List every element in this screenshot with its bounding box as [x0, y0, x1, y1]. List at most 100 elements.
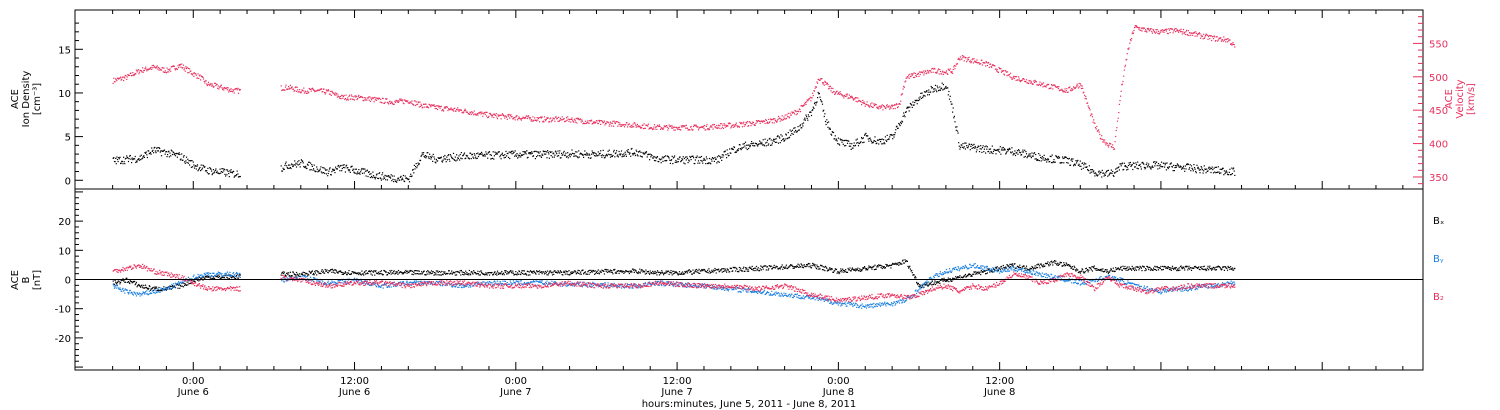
velocity-point: [438, 106, 440, 108]
density-point: [229, 170, 231, 172]
density-point: [573, 153, 576, 155]
velocity-point: [417, 101, 419, 103]
velocity-point: [506, 116, 508, 118]
density-point: [802, 122, 805, 124]
velocity-point: [668, 124, 670, 126]
density-point: [881, 143, 883, 145]
b-bx-point: [537, 270, 539, 273]
b-bx-point: [656, 270, 659, 272]
density-point: [418, 163, 420, 165]
density-point: [766, 141, 768, 143]
density-point: [741, 147, 744, 149]
velocity-point: [458, 110, 460, 112]
b-bx-point: [958, 276, 960, 278]
velocity-point: [1074, 87, 1076, 89]
velocity-point: [834, 93, 836, 95]
density-point: [556, 155, 558, 157]
density-point: [791, 129, 794, 131]
b-bx-point: [134, 280, 136, 282]
velocity-point: [832, 87, 834, 90]
b-bx-point: [828, 269, 830, 272]
b-bx-point: [179, 284, 181, 286]
density-point: [189, 164, 191, 166]
b-bx-point: [121, 279, 123, 281]
b-bx-point: [397, 273, 399, 275]
b-bx-point: [209, 277, 211, 279]
density-point: [875, 140, 877, 143]
velocity-point: [1060, 89, 1062, 91]
density-point: [786, 138, 788, 140]
density-point: [909, 106, 911, 108]
velocity-point: [1071, 88, 1073, 90]
b-bx-point: [724, 270, 726, 272]
velocity-point: [705, 125, 707, 127]
density-point: [1014, 150, 1016, 152]
b-bx-point: [905, 261, 907, 263]
velocity-point: [432, 105, 434, 107]
velocity-point: [853, 99, 855, 101]
b-bx-point: [449, 272, 451, 274]
velocity-point: [201, 76, 203, 78]
velocity-point: [856, 97, 858, 99]
velocity-point: [1164, 29, 1166, 31]
density-point: [331, 171, 333, 173]
density-point: [699, 162, 701, 164]
density-point: [1130, 165, 1132, 167]
density-point: [1163, 162, 1165, 164]
density-point: [529, 153, 531, 155]
density-point: [755, 143, 758, 145]
density-point: [1213, 167, 1215, 169]
velocity-point: [804, 103, 806, 105]
b-bx-point: [930, 281, 932, 283]
velocity-point: [482, 115, 484, 117]
velocity-point: [492, 114, 494, 117]
velocity-point: [1167, 33, 1169, 35]
density-point: [805, 114, 807, 116]
density-point: [1134, 166, 1136, 168]
b-bx-point: [120, 281, 122, 283]
density-point: [135, 160, 137, 162]
velocity-point: [762, 120, 764, 122]
density-point: [123, 161, 125, 163]
density-point: [853, 142, 855, 144]
density-point: [989, 148, 992, 150]
density-point: [1033, 152, 1036, 154]
density-point: [1203, 170, 1205, 172]
velocity-point: [854, 98, 856, 100]
b-bx-point: [640, 270, 642, 272]
b-bx-point: [518, 270, 521, 273]
density-point: [605, 154, 607, 156]
b-bx-point: [736, 268, 738, 270]
density-point: [1017, 153, 1019, 155]
density-point: [166, 156, 168, 158]
density-point: [380, 179, 382, 181]
b-bx-point: [404, 271, 406, 273]
b-bx-point: [791, 264, 793, 266]
velocity-point: [405, 100, 408, 102]
density-point: [722, 156, 724, 158]
velocity-point: [207, 84, 209, 86]
velocity-point: [588, 122, 590, 124]
b-bx-point: [618, 272, 620, 274]
density-point: [967, 145, 970, 147]
velocity-point: [677, 128, 679, 130]
velocity-point: [1155, 29, 1157, 31]
velocity-point: [1172, 32, 1174, 34]
b-bx-point: [934, 283, 937, 286]
density-point: [1092, 171, 1094, 173]
density-point: [326, 169, 328, 171]
velocity-point: [447, 109, 449, 112]
b-bx-point: [858, 270, 860, 272]
velocity-point: [1166, 28, 1168, 30]
density-point: [905, 111, 907, 113]
velocity-point: [1008, 73, 1010, 76]
velocity-point: [614, 122, 616, 125]
density-point: [415, 163, 417, 165]
b-bx-point: [421, 271, 423, 273]
velocity-point: [892, 108, 894, 110]
b-bx-point: [980, 274, 982, 276]
density-point: [790, 130, 792, 132]
velocity-point: [1145, 29, 1147, 31]
velocity-point: [890, 104, 893, 106]
density-point: [655, 157, 657, 159]
